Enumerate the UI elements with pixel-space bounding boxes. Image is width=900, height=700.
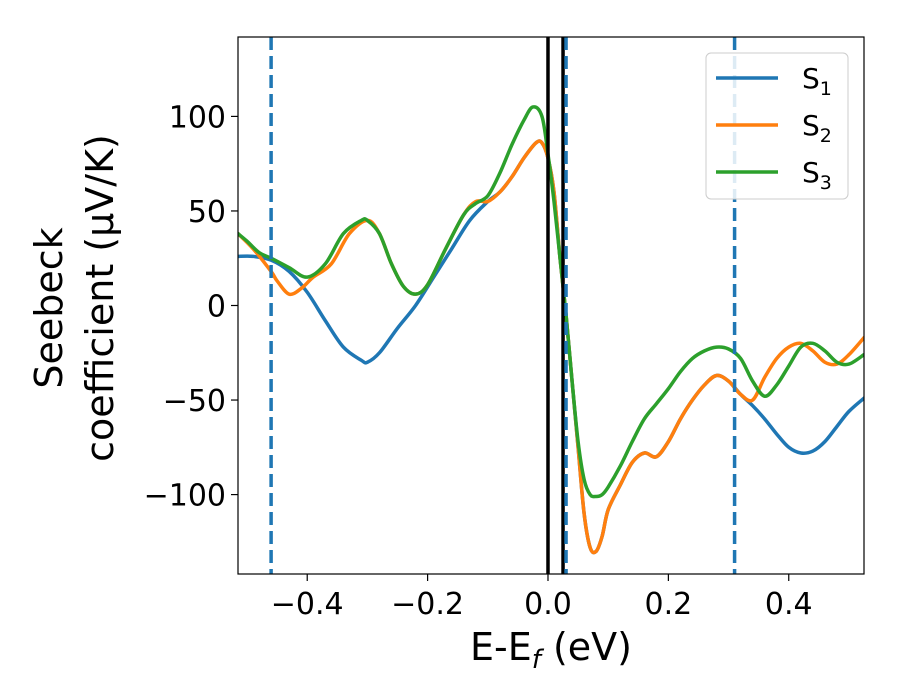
x-axis-title-main: E-E (470, 625, 532, 669)
x-tick-label: 0.4 (765, 587, 813, 622)
y-tick-label: 50 (188, 195, 226, 230)
series-line-s3 (238, 105, 864, 499)
legend-label-s1: S1 (802, 62, 832, 100)
x-tick-label: 0.2 (645, 587, 693, 622)
y-axis-title-line2: coefficient (μV/K) (78, 134, 122, 462)
x-axis-title: E-Ef (eV) (470, 625, 632, 675)
series-line-s1 (238, 139, 864, 555)
y-tick-label: 100 (169, 100, 226, 135)
y-tick-label: 0 (207, 290, 226, 325)
series-line-s2 (238, 139, 864, 555)
legend-label-s3: S3 (802, 156, 832, 194)
y-tick-label: −50 (163, 384, 226, 419)
x-tick-label: −0.2 (391, 587, 464, 622)
x-axis-title-unit: (eV) (541, 625, 632, 669)
y-tick-label: −100 (144, 479, 226, 514)
legend: S1 S2 S3 (705, 52, 849, 200)
x-tick-label: 0.0 (524, 587, 572, 622)
y-axis-title-line1: Seebeck (27, 227, 71, 388)
x-tick-label: −0.4 (271, 587, 344, 622)
legend-label-s2: S2 (802, 109, 832, 147)
